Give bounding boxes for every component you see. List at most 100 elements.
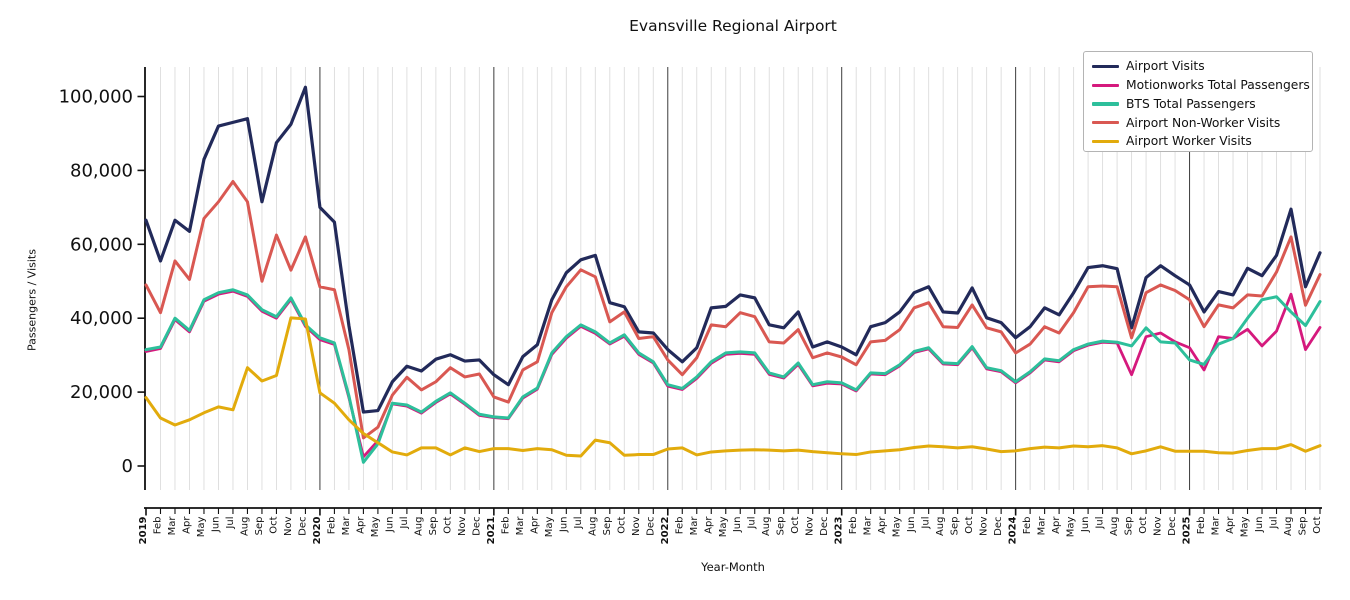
- x-tick-label: 2021: [486, 516, 497, 544]
- x-tick-label: Sep: [776, 517, 787, 536]
- series-line-bts-total-passengers: [144, 288, 1322, 464]
- x-tick-label: Dec: [993, 517, 1004, 536]
- x-tick-label: Jun: [732, 517, 743, 534]
- x-tick-label: Mar: [341, 516, 352, 536]
- x-tick-label: Jul: [747, 517, 758, 530]
- x-tick-label: Dec: [645, 517, 656, 536]
- x-tick-label: May: [1240, 516, 1251, 537]
- x-tick-label: Dec: [471, 517, 482, 536]
- x-tick-label: Sep: [602, 517, 613, 536]
- x-tick-label: May: [544, 516, 555, 537]
- legend-swatch-icon: [1092, 64, 1119, 68]
- x-tick-label: Feb: [152, 517, 163, 535]
- x-tick-label: Sep: [1298, 517, 1309, 536]
- x-tick-label: Feb: [500, 517, 511, 535]
- x-tick-label: 2024: [1008, 516, 1019, 544]
- x-tick-label: 2019: [138, 516, 149, 544]
- x-tick-label: Oct: [616, 516, 627, 533]
- x-tick-label: Nov: [1153, 516, 1164, 536]
- x-tick-label: Aug: [1283, 517, 1294, 537]
- x-tick-label: Apr: [877, 516, 888, 534]
- x-tick-label: Jun: [210, 517, 221, 534]
- x-tick-label: Sep: [1124, 517, 1135, 536]
- x-tick-label: Apr: [181, 516, 192, 534]
- series-line-motionworks-total-passengers: [144, 289, 1322, 459]
- x-tick-label: Sep: [254, 517, 265, 536]
- legend: Airport Visits Motionworks Total Passenge…: [1083, 51, 1313, 152]
- x-tick-label: Oct: [790, 516, 801, 533]
- x-tick-label: Mar: [689, 516, 700, 536]
- x-tick-label: Jul: [225, 517, 236, 530]
- x-tick-label: Feb: [848, 517, 859, 535]
- x-tick-label: Nov: [805, 516, 816, 536]
- x-tick-label: 2025: [1182, 516, 1193, 544]
- chart-title: Evansville Regional Airport: [629, 17, 837, 35]
- y-tick-label: 100,000: [59, 87, 133, 108]
- legend-swatch-icon: [1092, 102, 1119, 106]
- legend-item: Airport Non-Worker Visits: [1084, 113, 1312, 132]
- legend-swatch-icon: [1092, 121, 1119, 125]
- x-tick-label: Jun: [1254, 517, 1265, 534]
- x-tick-label: Feb: [674, 517, 685, 535]
- x-tick-label: Feb: [326, 517, 337, 535]
- x-tick-label: Oct: [1312, 516, 1323, 533]
- x-tick-label: Aug: [413, 517, 424, 537]
- x-tick-label: Nov: [631, 516, 642, 536]
- x-tick-label: Mar: [515, 516, 526, 536]
- x-tick-label: Dec: [1167, 517, 1178, 536]
- x-tick-label: Sep: [428, 517, 439, 536]
- x-tick-label: Nov: [457, 516, 468, 536]
- y-tick-label: 40,000: [70, 308, 133, 329]
- x-tick-label: May: [196, 516, 207, 537]
- series-line-airport-visits: [144, 85, 1322, 414]
- x-tick-label: Mar: [167, 516, 178, 536]
- legend-item: BTS Total Passengers: [1084, 95, 1312, 114]
- x-tick-label: Dec: [297, 517, 308, 536]
- legend-item: Airport Visits: [1084, 57, 1312, 76]
- x-tick-label: Oct: [964, 516, 975, 533]
- x-tick-label: Apr: [703, 516, 714, 534]
- x-axis-label: Year-Month: [701, 560, 765, 574]
- x-tick-label: Oct: [268, 516, 279, 533]
- legend-swatch-icon: [1092, 83, 1119, 87]
- x-tick-label: May: [1066, 516, 1077, 537]
- legend-label: Airport Worker Visits: [1126, 134, 1252, 149]
- x-tick-label: May: [370, 516, 381, 537]
- x-tick-label: Nov: [283, 516, 294, 536]
- x-tick-label: Aug: [935, 517, 946, 537]
- legend-swatch-icon: [1092, 139, 1119, 144]
- x-tick-label: Jul: [573, 517, 584, 530]
- y-tick-label: 0: [122, 456, 133, 477]
- x-tick-label: Apr: [529, 516, 540, 534]
- x-tick-label: Mar: [1037, 516, 1048, 536]
- x-tick-label: Apr: [1051, 516, 1062, 534]
- x-tick-label: Feb: [1022, 517, 1033, 535]
- x-tick-label: Jul: [399, 517, 410, 530]
- legend-item: Motionworks Total Passengers: [1084, 76, 1312, 95]
- x-tick-label: Jun: [906, 517, 917, 534]
- x-tick-label: Oct: [1138, 516, 1149, 533]
- x-tick-label: Jul: [921, 517, 932, 530]
- x-tick-label: Aug: [761, 517, 772, 537]
- x-tick-label: Jun: [1080, 517, 1091, 534]
- x-tick-label: Jul: [1095, 517, 1106, 530]
- x-tick-label: Jun: [558, 517, 569, 534]
- x-tick-label: 2022: [660, 516, 671, 544]
- legend-label: Airport Non-Worker Visits: [1126, 115, 1281, 130]
- x-tick-label: Aug: [587, 517, 598, 537]
- x-tick-label: Apr: [1225, 516, 1236, 534]
- y-tick-label: 80,000: [70, 160, 133, 181]
- y-tick-label: 60,000: [70, 234, 133, 255]
- legend-label: Airport Visits: [1126, 59, 1205, 74]
- x-tick-label: 2020: [312, 516, 323, 544]
- legend-label: BTS Total Passengers: [1126, 96, 1256, 111]
- x-tick-label: Apr: [355, 516, 366, 534]
- series-line-airport-non-worker-visits: [144, 179, 1322, 440]
- x-tick-label: Aug: [1109, 517, 1120, 537]
- x-tick-label: Jun: [384, 517, 395, 534]
- y-tick-label: 20,000: [70, 382, 133, 403]
- x-tick-label: Sep: [950, 517, 961, 536]
- x-tick-label: Feb: [1196, 517, 1207, 535]
